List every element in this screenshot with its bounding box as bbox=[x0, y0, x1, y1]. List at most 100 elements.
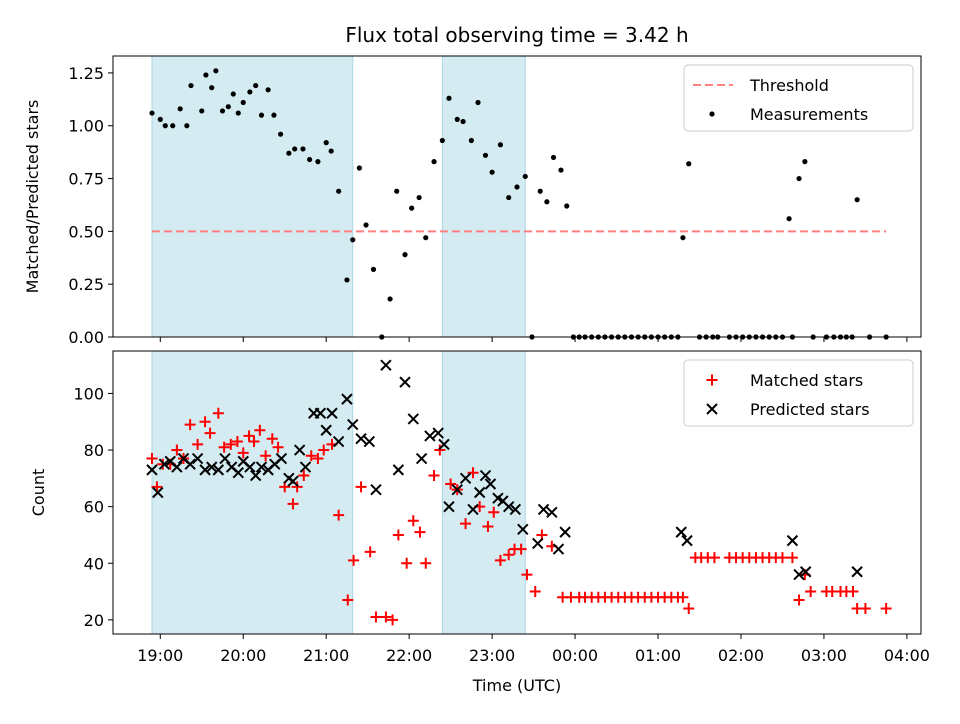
matched-star-point bbox=[225, 438, 237, 450]
matched-star-point bbox=[231, 436, 243, 448]
measurement-point bbox=[786, 216, 792, 222]
measurement-point bbox=[416, 194, 422, 201]
measurement-point bbox=[802, 159, 808, 165]
matched-star-point bbox=[312, 453, 324, 465]
measurement-point bbox=[199, 108, 205, 114]
predicted-star-point bbox=[212, 464, 225, 476]
matched-star-point bbox=[460, 518, 472, 530]
predicted-star-point bbox=[681, 534, 693, 547]
x-tick-label: 00:00 bbox=[552, 646, 598, 665]
predicted-star-point bbox=[347, 418, 359, 431]
measurement-point bbox=[475, 99, 481, 106]
measurement-point bbox=[350, 237, 356, 243]
measurement-point bbox=[680, 235, 686, 241]
predicted-star-point bbox=[146, 464, 158, 476]
predicted-star-point bbox=[191, 452, 204, 465]
measurement-point bbox=[522, 173, 528, 180]
measurement-point bbox=[253, 82, 259, 89]
predicted-star-point bbox=[184, 458, 196, 470]
measurement-point bbox=[286, 150, 292, 156]
matched-star-point bbox=[428, 470, 440, 482]
legend-predicted-marker bbox=[706, 403, 718, 415]
predicted-star-point bbox=[509, 503, 522, 516]
matched-star-point bbox=[683, 603, 695, 615]
predicted-star-point bbox=[299, 461, 312, 473]
measurement-point bbox=[323, 140, 329, 146]
x-tick-label: 02:00 bbox=[718, 646, 764, 665]
matched-star-point bbox=[355, 481, 367, 493]
measurement-point bbox=[307, 156, 313, 163]
matched-star-point bbox=[407, 515, 419, 527]
bottom-y-tick-label: 60 bbox=[84, 498, 104, 517]
matched-star-point bbox=[401, 557, 413, 569]
predicted-star-point bbox=[424, 430, 436, 442]
measurement-point bbox=[514, 184, 520, 190]
predicted-star-point bbox=[320, 424, 332, 436]
matched-star-point bbox=[805, 586, 817, 598]
predicted-star-point bbox=[559, 526, 571, 538]
measurement-point bbox=[225, 104, 231, 110]
matched-star-point bbox=[342, 594, 354, 606]
matched-star-point bbox=[370, 611, 382, 623]
predicted-star-point bbox=[502, 500, 515, 513]
matched-star-point bbox=[880, 603, 892, 615]
matched-star-point bbox=[184, 419, 196, 431]
x-tick-label: 03:00 bbox=[801, 646, 847, 665]
bottom-y-tick-label: 100 bbox=[73, 384, 104, 403]
predicted-star-point bbox=[799, 566, 812, 578]
predicted-star-point bbox=[546, 506, 558, 519]
matched-star-point bbox=[380, 611, 392, 623]
top-panel: 0.00 0.25 0.50 0.75 1.00 1.25 Matched/Predict… bbox=[23, 55, 922, 347]
measurement-point bbox=[292, 146, 298, 152]
predicted-star-point bbox=[467, 503, 479, 516]
measurement-point bbox=[235, 110, 241, 116]
predicted-star-point bbox=[459, 472, 472, 485]
predicted-star-point bbox=[552, 543, 565, 555]
x-tick-label: 20:00 bbox=[220, 646, 266, 665]
matched-star-point bbox=[364, 546, 376, 558]
matched-star-point bbox=[503, 549, 515, 561]
predicted-star-point bbox=[293, 444, 306, 456]
matched-star-point bbox=[387, 614, 399, 626]
matched-star-point bbox=[146, 453, 158, 465]
measurement-point bbox=[460, 118, 466, 125]
measurement-point bbox=[550, 154, 557, 161]
measurement-point bbox=[431, 159, 437, 165]
matched-star-point bbox=[248, 436, 260, 448]
measurement-point bbox=[497, 142, 504, 148]
x-tick-label: 21:00 bbox=[303, 646, 349, 665]
matched-star-point bbox=[254, 424, 266, 436]
legend-label: Matched stars bbox=[750, 371, 863, 390]
measurement-point bbox=[506, 194, 512, 201]
measurement-point bbox=[177, 106, 183, 112]
chart-title: Flux total observing time = 3.42 h bbox=[345, 23, 688, 47]
matched-star-point bbox=[847, 586, 859, 598]
top-y-tick-label: 1.25 bbox=[68, 64, 104, 83]
measurement-point bbox=[356, 165, 362, 171]
top-y-tick-label: 0.25 bbox=[68, 275, 104, 294]
matched-star-point bbox=[291, 481, 303, 493]
measurement-point bbox=[188, 82, 194, 89]
predicted-star-point bbox=[432, 427, 444, 439]
x-axis-label: Time (UTC) bbox=[472, 676, 561, 695]
matched-star-point bbox=[298, 470, 310, 482]
predicted-star-point bbox=[479, 469, 492, 482]
measurement-point bbox=[402, 252, 408, 258]
measurement-point bbox=[219, 108, 226, 114]
matched-star-point bbox=[467, 467, 479, 479]
top-y-axis-label: Matched/Predicted stars bbox=[23, 100, 42, 294]
measurement-point bbox=[328, 148, 334, 154]
measurement-point bbox=[387, 296, 393, 302]
measurement-point bbox=[439, 137, 445, 144]
measurement-point bbox=[336, 188, 342, 194]
measurement-point bbox=[315, 159, 321, 165]
matched-star-point bbox=[318, 444, 330, 456]
bottom-legend: Matched stars Predicted stars bbox=[683, 359, 914, 427]
matched-star-point bbox=[414, 526, 426, 538]
predicted-star-point bbox=[675, 526, 687, 538]
matched-star-point bbox=[482, 520, 494, 532]
bottom-y-tick-label: 40 bbox=[84, 554, 104, 573]
measurement-point bbox=[394, 188, 400, 194]
predicted-star-point bbox=[158, 458, 171, 470]
predicted-star-point bbox=[314, 407, 327, 419]
